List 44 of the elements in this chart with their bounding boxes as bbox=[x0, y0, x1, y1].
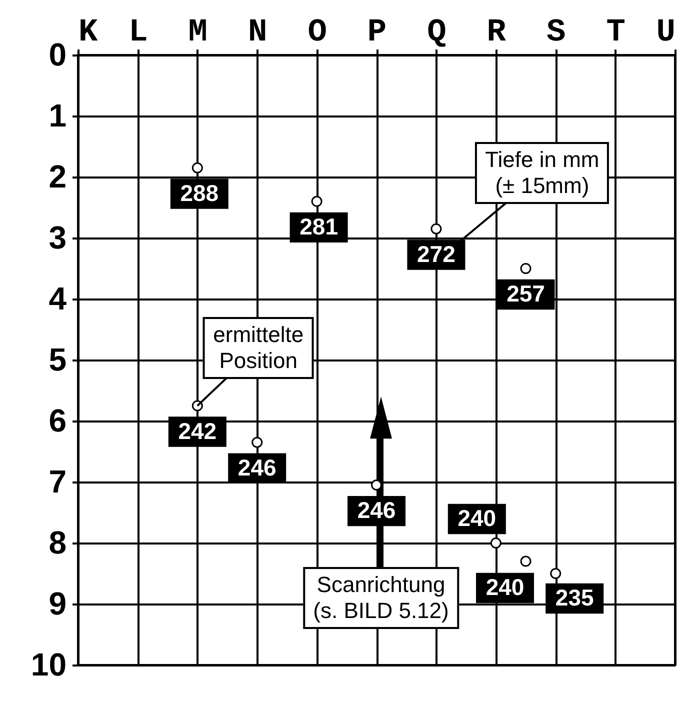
x-tick-label: U bbox=[656, 14, 676, 50]
annotation: 242 bbox=[178, 418, 217, 444]
annotation: 288 bbox=[180, 180, 219, 206]
y-tick-label: 10 bbox=[30, 646, 66, 682]
point bbox=[371, 480, 382, 491]
y-tick-label: 5 bbox=[48, 342, 66, 378]
y-tick-label: 0 bbox=[48, 36, 66, 72]
x-tick-label: M bbox=[188, 14, 208, 50]
y-tick-label: 2 bbox=[48, 158, 66, 194]
x-tick-label: S bbox=[546, 14, 566, 50]
annotation: 257 bbox=[506, 280, 545, 306]
annotation: 240 bbox=[458, 505, 496, 531]
point bbox=[252, 436, 263, 448]
point bbox=[520, 263, 532, 274]
y-tick-label: 7 bbox=[48, 464, 66, 500]
x-tick-label: P bbox=[367, 14, 387, 50]
point bbox=[490, 538, 502, 548]
y-tick-label: 4 bbox=[48, 280, 67, 316]
x-tick-label: K bbox=[78, 14, 98, 50]
y-tick-label: 6 bbox=[48, 402, 66, 438]
y-tick-label: 9 bbox=[48, 586, 66, 622]
point bbox=[311, 196, 322, 207]
point bbox=[192, 162, 203, 174]
point bbox=[520, 556, 532, 567]
x-tick-label: N bbox=[248, 14, 268, 50]
x-tick-label: R bbox=[486, 14, 507, 50]
annotation: 246 bbox=[357, 497, 396, 524]
x-tick-label: O bbox=[308, 14, 327, 50]
annotation: 281 bbox=[300, 213, 338, 240]
annotation: 240 bbox=[486, 574, 524, 600]
annotation: 246 bbox=[238, 454, 276, 480]
y-tick-label: 3 bbox=[48, 220, 66, 256]
point bbox=[550, 568, 562, 579]
y-tick-label: 8 bbox=[48, 524, 66, 560]
annotation: ermittelte Position bbox=[203, 316, 314, 379]
annotation: 235 bbox=[555, 584, 594, 610]
point bbox=[430, 223, 442, 234]
annotation: Scanrichtung (s. BILD 5.12) bbox=[303, 567, 459, 629]
y-tick-label: 1 bbox=[48, 98, 66, 134]
x-tick-label: T bbox=[606, 14, 626, 50]
annotation: Tiefe in mm (± 15mm) bbox=[475, 142, 610, 204]
x-tick-label: Q bbox=[427, 14, 446, 50]
x-tick-label: L bbox=[128, 14, 148, 50]
annotation: 272 bbox=[417, 240, 456, 267]
